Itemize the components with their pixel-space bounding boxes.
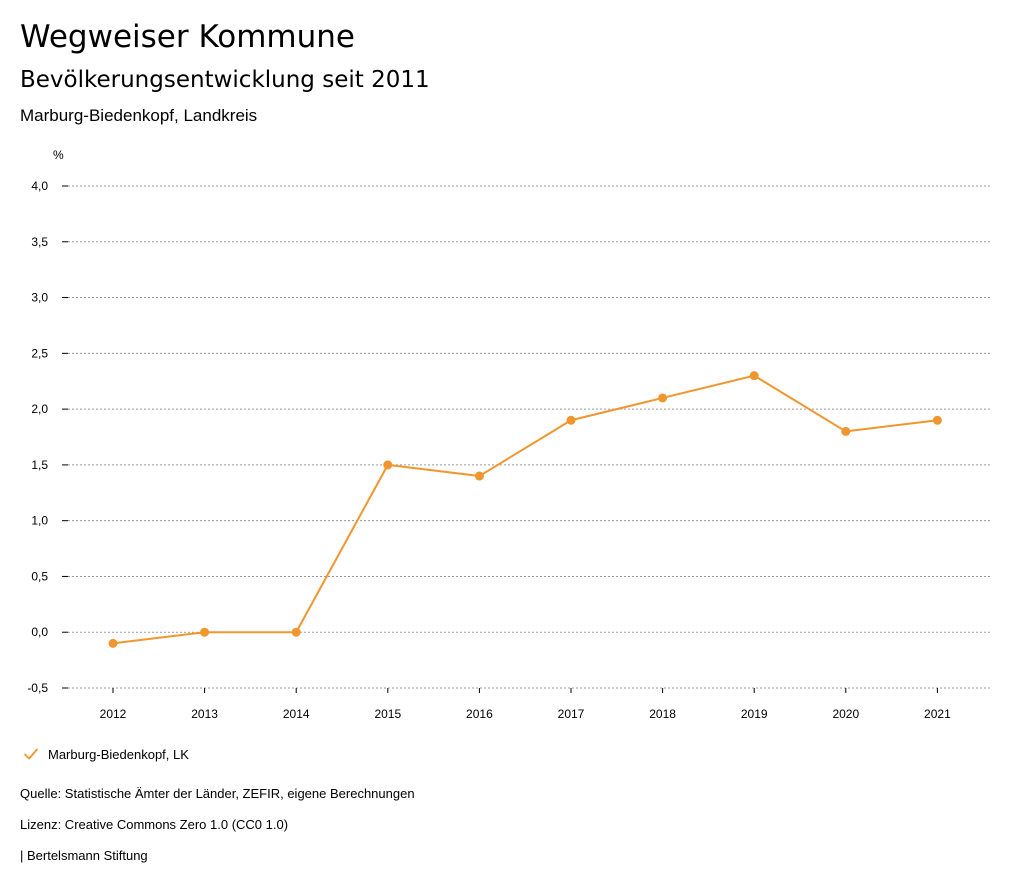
legend-item[interactable]: Marburg-Biedenkopf, LK	[22, 743, 189, 765]
publisher-note: | Bertelsmann Stiftung	[20, 848, 148, 863]
y-tick-label: 0,0	[31, 625, 48, 639]
grid-layer	[68, 185, 990, 689]
x-tick-label: 2014	[283, 707, 310, 721]
x-tick-label: 2016	[466, 707, 493, 721]
y-tick-label: 0,5	[31, 569, 48, 583]
data-point[interactable]	[291, 627, 301, 637]
x-tick-label: 2020	[832, 707, 859, 721]
y-tick-label: 3,0	[31, 291, 48, 305]
data-point[interactable]	[566, 415, 576, 425]
checkmark-icon	[24, 748, 38, 760]
x-tick-label: 2021	[924, 707, 951, 721]
data-point[interactable]	[932, 415, 942, 425]
y-tick-label: 1,0	[31, 514, 48, 528]
y-tick-label: 4,0	[31, 179, 48, 193]
x-tick-label: 2012	[100, 707, 127, 721]
data-point[interactable]	[474, 471, 484, 481]
chart-subtitle: Bevölkerungsentwicklung seit 2011	[20, 67, 430, 93]
axis-layer: % -0,5 0,0 0,5 1,0 1,5 2,0 2,5 3,0 3,5 4,0 2012 201…	[27, 148, 951, 721]
data-point[interactable]	[749, 371, 759, 381]
region-label: Marburg-Biedenkopf, Landkreis	[20, 106, 258, 125]
x-tick-label: 2013	[191, 707, 218, 721]
x-tick-label: 2019	[741, 707, 768, 721]
y-tick-label: 1,5	[31, 458, 48, 472]
y-tick-label: 3,5	[31, 235, 48, 249]
y-tick-label: 2,5	[31, 346, 48, 360]
data-point[interactable]	[200, 627, 210, 637]
source-note: Quelle: Statistische Ämter der Länder, Z…	[20, 786, 415, 801]
y-tick-label: 2,0	[31, 402, 48, 416]
legend-label: Marburg-Biedenkopf, LK	[48, 746, 189, 762]
data-point[interactable]	[108, 638, 118, 648]
data-point[interactable]	[841, 426, 851, 436]
series-layer	[108, 371, 942, 648]
series-line	[112, 374, 938, 645]
y-tick-label: -0,5	[27, 681, 48, 695]
data-point[interactable]	[383, 460, 393, 470]
page-title: Wegweiser Kommune	[20, 19, 355, 55]
x-tick-label: 2015	[374, 707, 401, 721]
x-tick-label: 2018	[649, 707, 676, 721]
line-chart: % -0,5 0,0 0,5 1,0 1,5 2,0 2,5 3,0 3,5 4,0 2012 201…	[27, 148, 990, 721]
y-axis-unit-label: %	[53, 148, 64, 162]
data-point[interactable]	[658, 393, 668, 403]
license-note: Lizenz: Creative Commons Zero 1.0 (CC0 1…	[20, 817, 289, 832]
x-tick-label: 2017	[558, 707, 585, 721]
